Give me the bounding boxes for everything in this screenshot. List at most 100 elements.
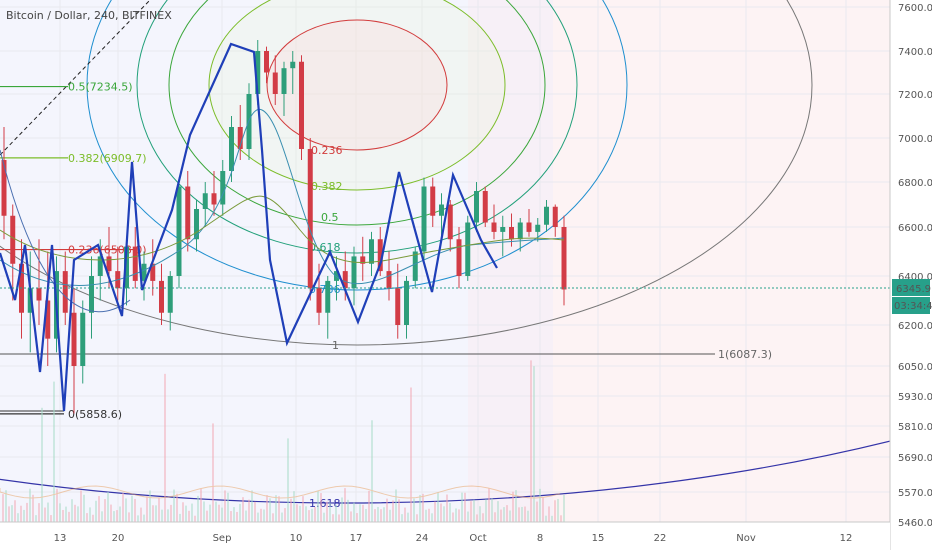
volume-bar	[533, 366, 535, 522]
volume-bar	[248, 499, 250, 522]
volume-bar	[254, 501, 256, 522]
volume-bar	[416, 514, 418, 522]
time-tick-label: 15	[592, 533, 605, 544]
price-tick-label: 6600.0	[898, 223, 932, 234]
volume-bar	[488, 488, 490, 522]
volume-bar	[386, 498, 388, 522]
volume-bar	[221, 507, 223, 522]
volume-bar	[2, 494, 4, 522]
price-axis-bg	[890, 0, 932, 550]
candle-body	[447, 204, 453, 240]
volume-bar	[281, 512, 283, 522]
candle-body	[97, 256, 103, 276]
volume-bar	[359, 504, 361, 522]
zone-left	[0, 0, 468, 522]
volume-bar	[296, 504, 298, 522]
price-tick-label: 5570.0	[898, 488, 932, 499]
volume-bar	[194, 515, 196, 522]
volume-bar	[122, 492, 124, 522]
volume-bar	[185, 505, 187, 522]
time-axis-bg	[0, 522, 890, 550]
time-tick-label: 20	[112, 533, 125, 544]
volume-bar	[434, 501, 436, 522]
volume-bar	[392, 500, 394, 522]
candle-body	[159, 280, 164, 313]
volume-bar	[5, 490, 7, 522]
volume-bar	[203, 501, 205, 522]
volume-bar	[209, 504, 211, 522]
time-tick-label: 13	[54, 533, 67, 544]
volume-bar	[200, 488, 202, 522]
volume-bar	[269, 498, 271, 522]
volume-bar	[446, 494, 448, 522]
volume-bar	[452, 512, 454, 522]
volume-bar	[98, 496, 100, 522]
candle-body	[89, 276, 94, 313]
time-tick-label: Nov	[736, 533, 756, 544]
candle-body	[106, 256, 112, 272]
candle-body	[281, 68, 287, 94]
volume-bar	[278, 496, 280, 522]
volume-bar	[437, 492, 439, 522]
volume-bar	[362, 504, 364, 522]
volume-bar	[83, 494, 85, 522]
candle-body	[526, 222, 532, 232]
volume-bar	[443, 506, 445, 522]
candle-body	[211, 193, 217, 205]
candle-body	[561, 227, 567, 290]
volume-bar	[80, 490, 82, 522]
candle-body	[474, 191, 479, 223]
candle-body	[150, 263, 156, 281]
zone-right	[553, 0, 890, 522]
volume-bar	[230, 511, 232, 522]
candle-body	[517, 222, 523, 240]
volume-bar	[467, 511, 469, 522]
volume-bar	[476, 514, 478, 522]
candle-body	[264, 51, 269, 73]
volume-bar	[542, 497, 544, 522]
candle-body	[395, 288, 401, 325]
volume-bar	[404, 507, 406, 522]
volume-bar	[290, 498, 292, 522]
volume-bar	[521, 506, 523, 522]
time-axis: 13 20 Sep 10 17 24 Oct 8 15 22 Nov 12	[0, 521, 890, 550]
volume-bar	[77, 506, 79, 522]
volume-bar	[518, 507, 520, 522]
volume-bar	[500, 509, 502, 522]
volume-bar	[179, 513, 181, 522]
volume-bar	[197, 495, 199, 522]
volume-bar	[371, 420, 373, 522]
volume-bar	[95, 500, 97, 522]
volume-bar	[329, 502, 331, 522]
time-tick-label: 12	[840, 533, 853, 544]
candle-body	[342, 271, 348, 289]
ma-line	[0, 149, 131, 313]
volume-bar	[314, 507, 316, 522]
volume-bar	[38, 503, 40, 522]
candle-body	[456, 239, 462, 276]
volume-bar	[293, 491, 295, 522]
time-tick-label: 22	[654, 533, 667, 544]
candle-body	[36, 288, 42, 301]
volume-bar	[89, 507, 91, 522]
candle-body	[351, 256, 357, 289]
volume-bar	[152, 505, 154, 522]
volume-bar	[554, 500, 556, 522]
volume-bar	[335, 504, 337, 522]
volume-bar	[515, 490, 517, 522]
volume-bar	[125, 498, 127, 522]
fib-circle-label: 1	[332, 339, 339, 352]
volume-bar	[332, 514, 334, 522]
fib-circle-label: 0.5	[321, 211, 339, 224]
volume-bar	[161, 509, 163, 522]
candle-body	[500, 227, 506, 232]
volume-bar	[407, 512, 409, 522]
volume-bar	[17, 513, 19, 522]
fib-level-label: 0.382(6909.7)	[68, 152, 147, 165]
fib-level-label: 0(5858.6)	[68, 408, 122, 421]
candle-body	[377, 239, 383, 272]
candle-body	[45, 300, 51, 339]
volume-bar	[173, 489, 175, 522]
volume-bar	[104, 499, 106, 522]
